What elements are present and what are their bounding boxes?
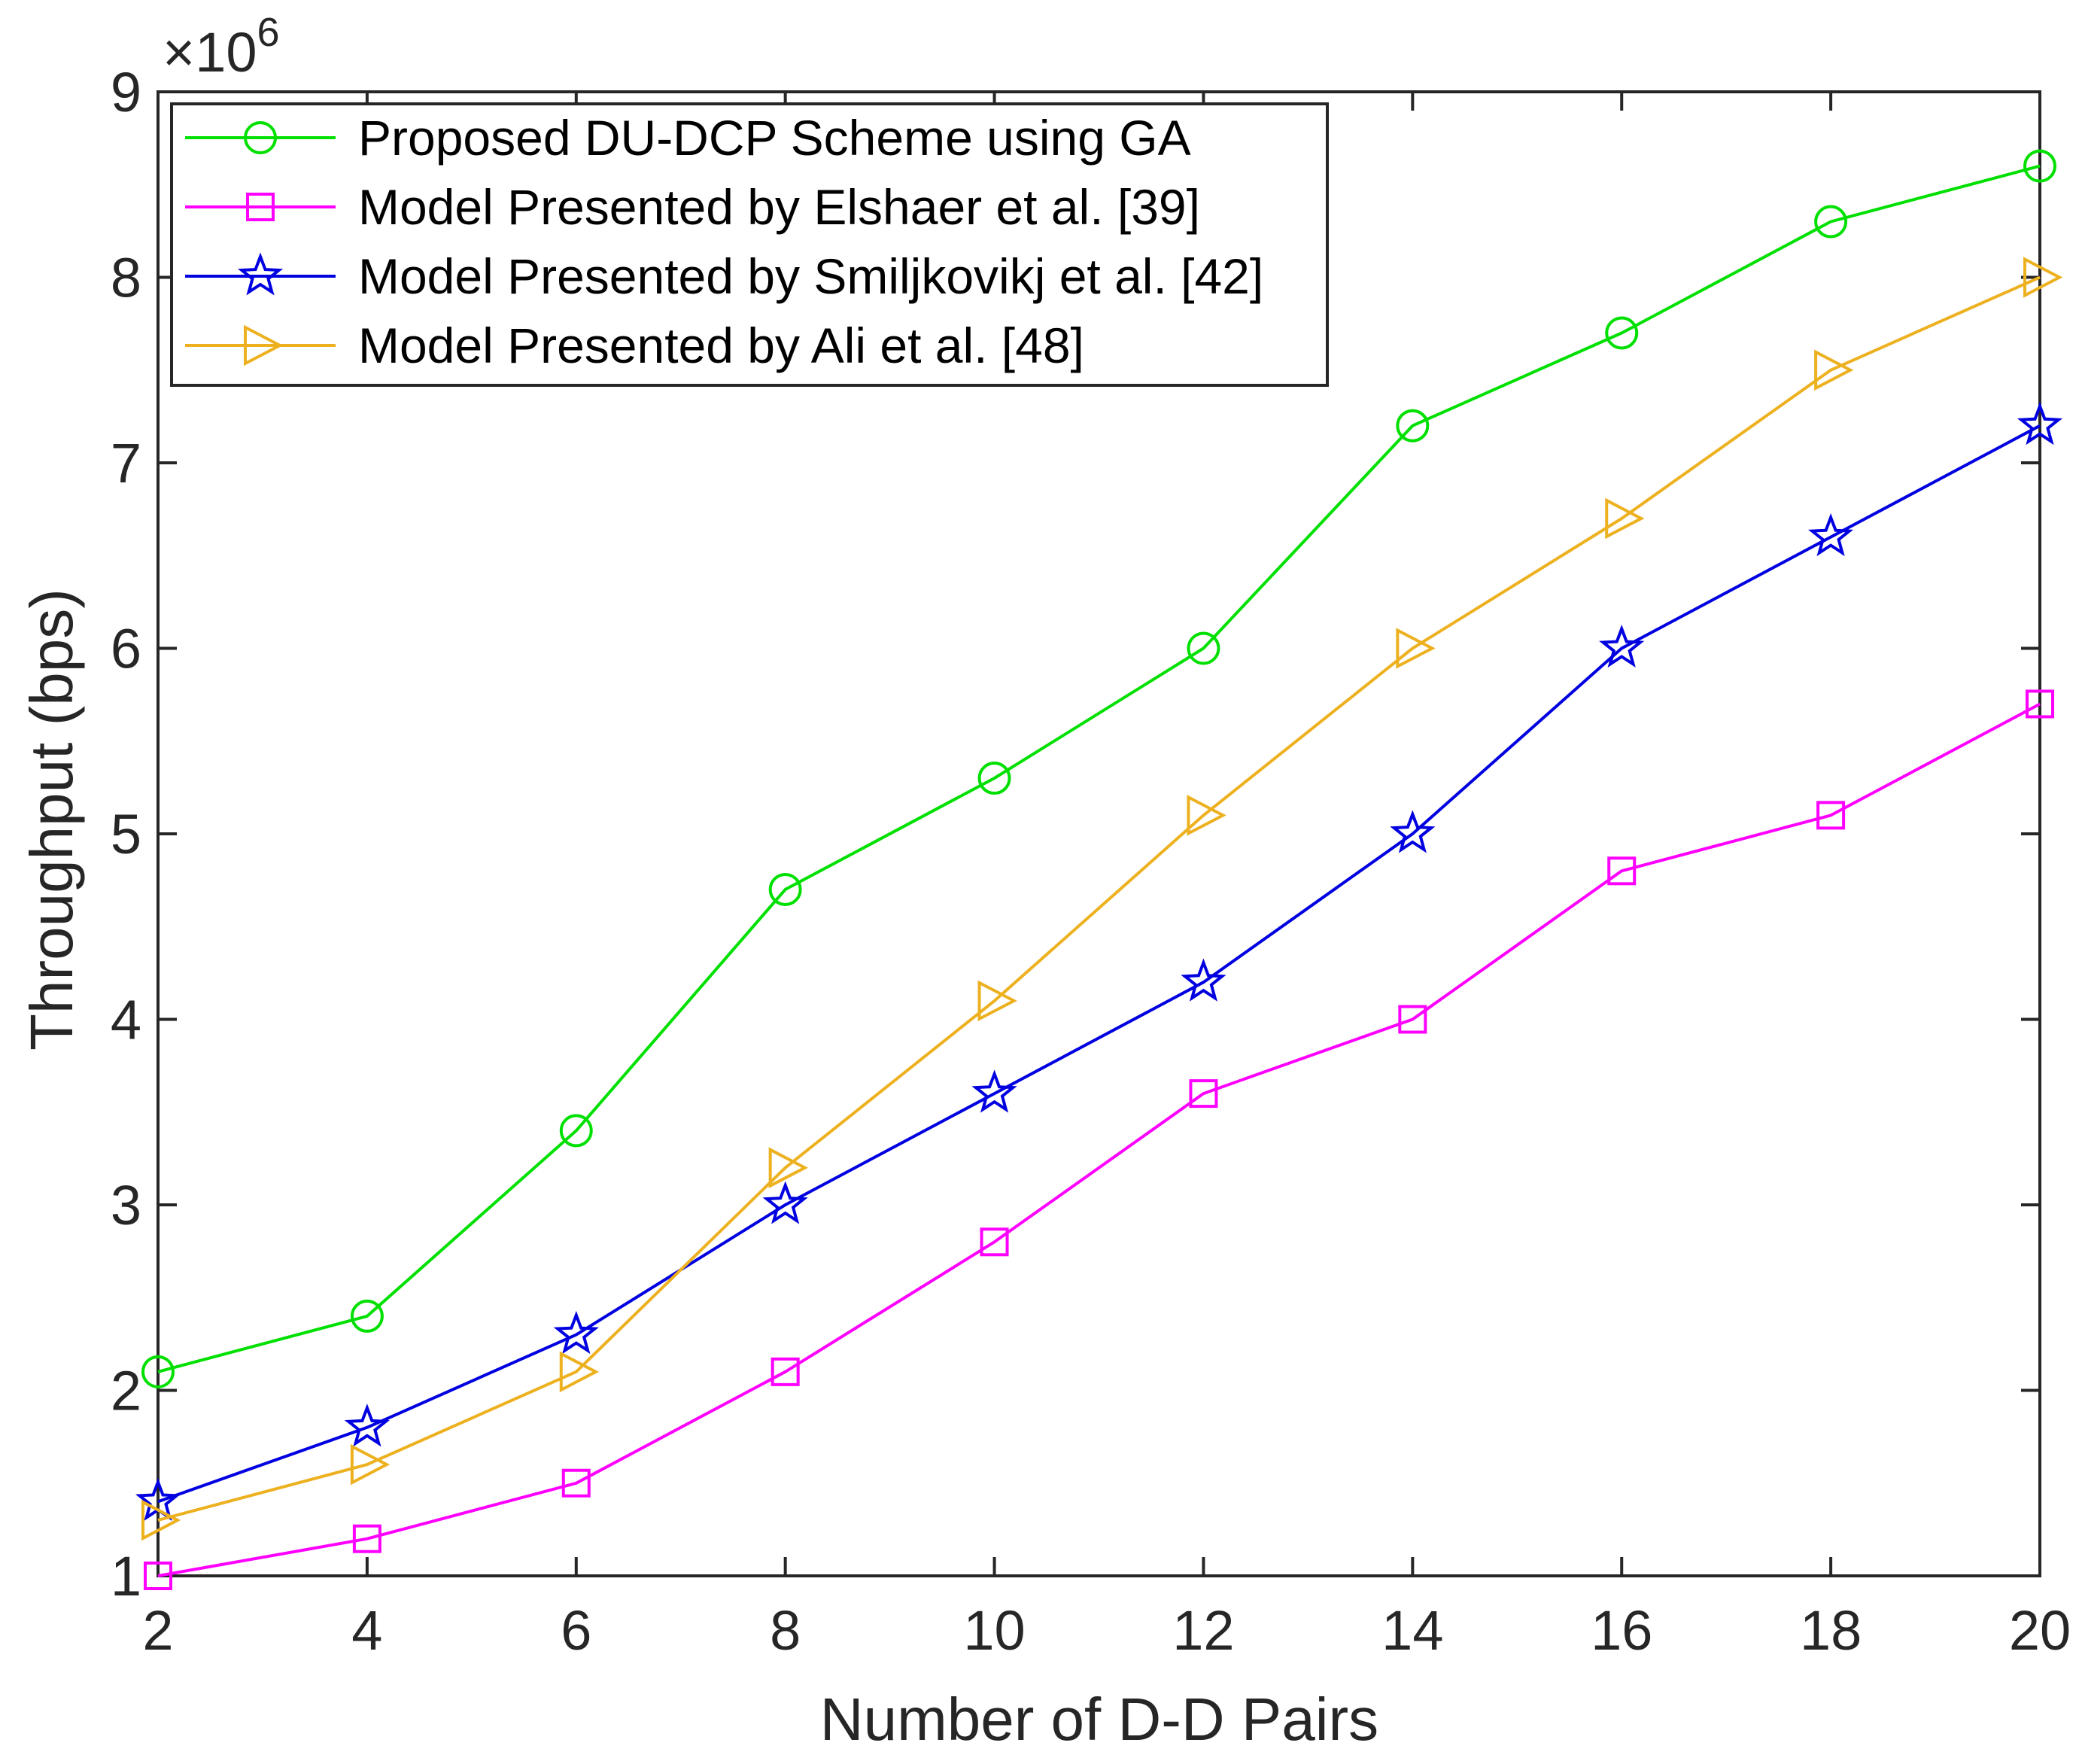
- legend-label: Model Presented by Elshaer et al. [39]: [358, 179, 1200, 235]
- y-tick-label: 6: [111, 618, 141, 680]
- series-layer: [135, 149, 2063, 1590]
- legend-label: Proposed DU-DCP Scheme using GA: [358, 110, 1191, 166]
- data-point: [1607, 856, 1637, 886]
- data-point: [1814, 205, 1848, 239]
- data-point: [977, 762, 1011, 795]
- data-point: [1605, 316, 1639, 350]
- data-point: [352, 1524, 381, 1553]
- data-point: [1605, 497, 1645, 540]
- x-axis: 2 4 6 8 10 12 14 16 18 20: [142, 92, 2071, 1662]
- data-point: [1181, 958, 1226, 1002]
- x-tick-label: 14: [1381, 1599, 1443, 1662]
- y-tick-label: 1: [111, 1545, 141, 1607]
- data-point: [1187, 631, 1220, 665]
- y-axis-exponent: ×106: [163, 10, 280, 84]
- x-tick-label: 16: [1591, 1599, 1652, 1662]
- data-point: [762, 1181, 808, 1224]
- legend-item: Model Presented by Ali et al. [48]: [185, 318, 1084, 373]
- legend: Proposed DU-DCP Scheme using GA Model Pre…: [170, 102, 1329, 387]
- y-tick-label: 3: [111, 1174, 141, 1236]
- data-point: [980, 1227, 1009, 1257]
- legend-item: Model Presented by Elshaer et al. [39]: [185, 179, 1200, 235]
- x-tick-label: 2: [142, 1599, 173, 1662]
- legend-label: Model Presented by Smiljkovikj et al. [4…: [358, 248, 1263, 304]
- data-point: [2026, 689, 2054, 719]
- series-circle: [141, 149, 2056, 1388]
- data-point: [1599, 624, 1645, 668]
- data-point: [2023, 149, 2056, 183]
- data-point: [561, 1468, 591, 1498]
- y-tick-label: 5: [111, 803, 141, 865]
- legend-label: Model Presented by Ali et al. [48]: [358, 318, 1084, 373]
- legend-item: Proposed DU-DCP Scheme using GA: [185, 110, 1191, 166]
- y-exponent-power: 6: [257, 10, 280, 55]
- legend-box: [170, 102, 1329, 387]
- y-tick-label: 4: [111, 989, 141, 1051]
- data-point: [559, 1114, 593, 1148]
- data-point: [141, 1499, 181, 1541]
- data-point: [1814, 349, 1854, 391]
- x-axis-title: Number of D-D Pairs: [820, 1686, 1378, 1753]
- legend-marker: [237, 252, 284, 296]
- y-axis-title: Throughput (bps): [18, 589, 85, 1051]
- series-star: [135, 402, 2063, 1521]
- y-tick-label: 2: [111, 1360, 141, 1422]
- series-triangle-right: [141, 257, 2063, 1541]
- x-tick-label: 8: [770, 1599, 801, 1662]
- data-point: [2017, 402, 2063, 446]
- data-point: [1808, 512, 1854, 557]
- legend-item: Model Presented by Smiljkovikj et al. [4…: [185, 248, 1263, 304]
- x-tick-label: 6: [561, 1599, 591, 1662]
- series-line: [157, 702, 2041, 1577]
- data-point: [1396, 628, 1436, 669]
- series-line: [157, 424, 2041, 1504]
- series-square: [144, 689, 2054, 1590]
- series-line: [157, 164, 2041, 1373]
- data-point: [1816, 801, 1846, 830]
- y-exponent-base: ×10: [163, 21, 257, 84]
- legend-marker: [244, 121, 277, 154]
- x-tick-label: 20: [2009, 1599, 2071, 1662]
- legend-marker: [244, 324, 284, 366]
- data-point: [1189, 1079, 1218, 1109]
- data-point: [553, 1310, 599, 1355]
- data-point: [144, 1562, 172, 1590]
- y-axis: 1 2 3 4 5 6 7 8 9: [111, 61, 2040, 1607]
- data-point: [344, 1404, 390, 1447]
- data-point: [141, 1355, 175, 1388]
- data-point: [1398, 1005, 1427, 1034]
- y-tick-label: 8: [111, 247, 141, 309]
- legend-marker: [246, 193, 275, 221]
- data-point: [350, 1299, 384, 1333]
- data-point: [771, 1357, 800, 1386]
- data-point: [1396, 409, 1430, 443]
- series-line: [157, 275, 2041, 1522]
- y-tick-label: 7: [111, 432, 141, 494]
- data-point: [2023, 257, 2063, 298]
- data-point: [1187, 795, 1226, 836]
- data-point: [350, 1443, 391, 1486]
- data-point: [1390, 810, 1436, 853]
- data-point: [768, 872, 802, 906]
- x-tick-label: 18: [1800, 1599, 1862, 1662]
- x-tick-label: 12: [1172, 1599, 1234, 1662]
- data-point: [977, 980, 1017, 1022]
- data-point: [768, 1147, 808, 1188]
- y-tick-label: 9: [111, 61, 141, 123]
- data-point: [559, 1351, 600, 1393]
- x-tick-label: 10: [963, 1599, 1025, 1662]
- x-tick-label: 4: [351, 1599, 382, 1662]
- data-point: [971, 1069, 1017, 1113]
